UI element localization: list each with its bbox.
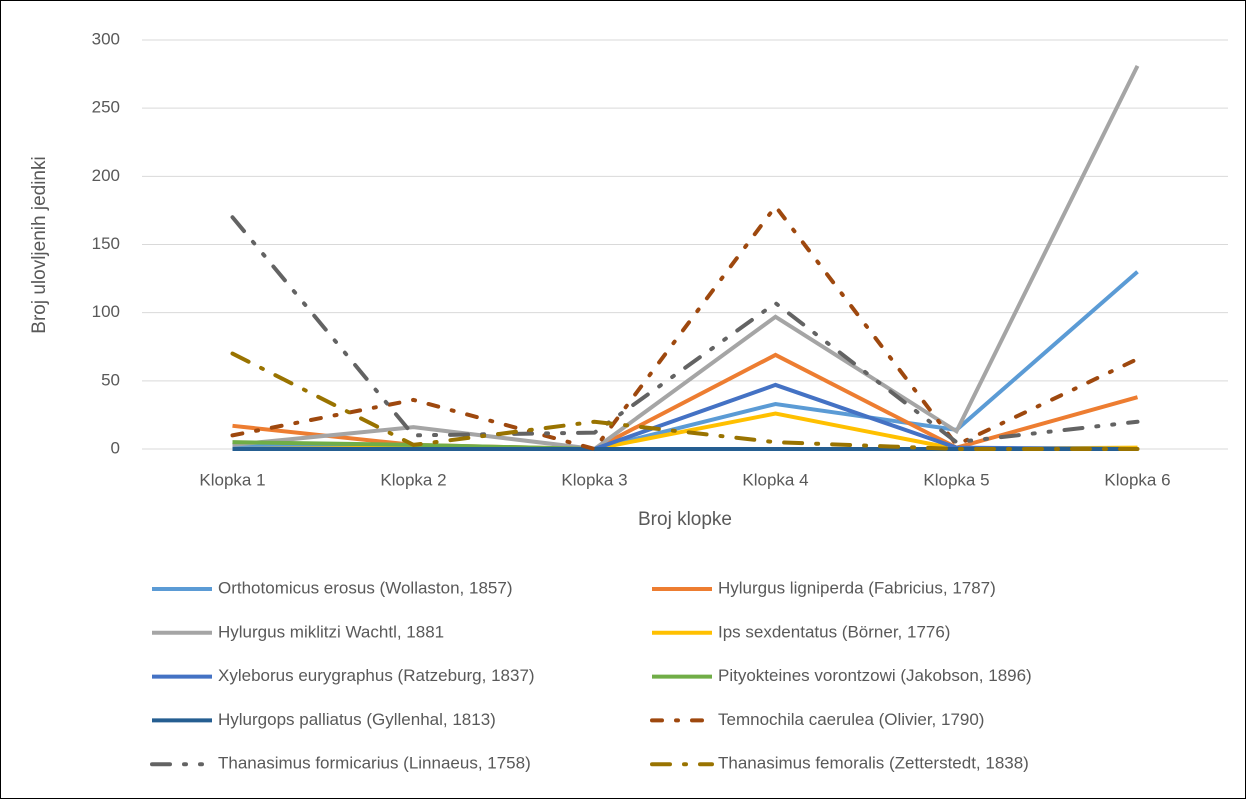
legend-label: Hylurgus miklitzi Wachtl, 1881 bbox=[218, 622, 444, 641]
x-tick-label: Klopka 2 bbox=[380, 470, 446, 489]
legend-label: Hylurgops palliatus (Gyllenhal, 1813) bbox=[218, 710, 496, 729]
y-axis-title: Broj ulovljenih jedinki bbox=[29, 156, 50, 333]
x-axis-title: Broj klopke bbox=[638, 509, 732, 530]
series-line bbox=[230, 351, 1140, 451]
x-tick-label: Klopka 5 bbox=[923, 470, 989, 489]
x-tick-label: Klopka 6 bbox=[1104, 470, 1170, 489]
x-tick-label: Klopka 3 bbox=[561, 470, 627, 489]
y-tick-label: 200 bbox=[92, 166, 120, 185]
y-tick-label: 0 bbox=[111, 438, 120, 457]
x-tick-label: Klopka 4 bbox=[742, 470, 808, 489]
y-tick-label: 50 bbox=[101, 370, 120, 389]
y-tick-label: 300 bbox=[92, 29, 120, 48]
series-line bbox=[232, 65, 1140, 452]
series-line bbox=[230, 215, 1140, 445]
y-tick-label: 250 bbox=[92, 98, 120, 117]
legend-label: Orthotomicus erosus (Wollaston, 1857) bbox=[218, 578, 512, 597]
series-line bbox=[230, 202, 1140, 452]
legend-label: Pityokteines vorontzowi (Jakobson, 1896) bbox=[718, 666, 1032, 685]
y-tick-label: 150 bbox=[92, 234, 120, 253]
legend-label: Hylurgus ligniperda (Fabricius, 1787) bbox=[718, 578, 996, 597]
legend-label: Temnochila caerulea (Olivier, 1790) bbox=[718, 710, 984, 729]
legend-label: Thanasimus formicarius (Linnaeus, 1758) bbox=[218, 754, 531, 773]
y-tick-label: 100 bbox=[92, 302, 120, 321]
legend-label: Thanasimus femoralis (Zetterstedt, 1838) bbox=[718, 754, 1029, 773]
legend-label: Ips sexdentatus (Börner, 1776) bbox=[718, 622, 950, 641]
legend-label: Xyleborus eurygraphus (Ratzeburg, 1837) bbox=[218, 666, 535, 685]
x-tick-label: Klopka 1 bbox=[199, 470, 265, 489]
